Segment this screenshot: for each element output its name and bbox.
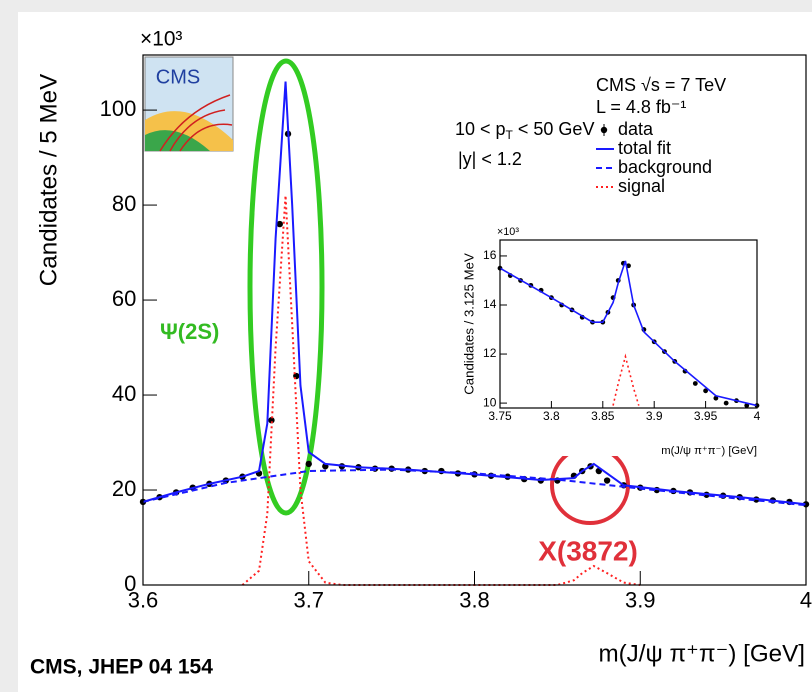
x-tick-label: 3.8: [459, 587, 490, 612]
y-tick-label: 20: [112, 476, 136, 501]
y-tick-label: 60: [112, 286, 136, 311]
plot-area: [139, 81, 810, 586]
data-point: [713, 395, 719, 401]
x-tick-label: 4: [754, 409, 761, 423]
y-tick-label: 0: [124, 571, 136, 596]
fit-curve: [241, 195, 641, 586]
fit-curve: [499, 260, 758, 407]
x-tick-label: 3.85: [591, 409, 615, 423]
psi-ellipse: [247, 58, 325, 516]
x-tick-label: 3.7: [293, 587, 324, 612]
cms-logo: CMS: [144, 56, 234, 152]
fit-curve: [612, 353, 640, 406]
inset-background: [452, 226, 767, 456]
multiplier: ×10³: [497, 226, 519, 238]
x3872-label: X(3872): [538, 535, 638, 566]
y-tick-label: 10: [483, 395, 497, 409]
logo-text: CMS: [156, 66, 200, 88]
y-tick-label: 14: [483, 297, 497, 311]
y-tick-label: 40: [112, 381, 136, 406]
y-axis-title: Candidates / 5 MeV: [35, 73, 62, 286]
y-tick-label: 80: [112, 191, 136, 216]
x-tick-label: 3.9: [646, 409, 663, 423]
x-tick-label: 3.9: [625, 587, 656, 612]
data-point: [603, 477, 611, 484]
x-tick-label: 3.75: [488, 409, 512, 423]
y-tick-label: 16: [483, 248, 497, 262]
data-point: [305, 460, 312, 468]
reference: CMS, JHEP 04 154: [30, 656, 213, 679]
pt-cut: 10 < pT < 50 GeV: [455, 119, 594, 142]
pt-cut-b: T: [506, 128, 514, 142]
legend-label: total fit: [618, 138, 671, 158]
pt-cut-a: 10 < p: [455, 119, 506, 139]
legend-label: signal: [618, 176, 665, 196]
data-point: [276, 220, 283, 228]
data-point: [723, 400, 729, 406]
x-axis-title: m(J/ψ π⁺π⁻) [GeV]: [661, 445, 757, 457]
y-cut: |y| < 1.2: [458, 149, 522, 169]
y-tick-label: 100: [100, 96, 137, 121]
x-tick-label: 3.95: [694, 409, 718, 423]
data-point: [703, 388, 708, 394]
legend-label: data: [618, 119, 654, 139]
legend-label: background: [618, 157, 712, 177]
fit-curve: [142, 468, 807, 507]
data-point: [268, 417, 275, 424]
plot-area: [497, 260, 760, 408]
x-tick-label: 4: [800, 587, 812, 612]
y-tick-label: 12: [483, 346, 497, 360]
y-axis-title: Candidates / 3.125 MeV: [461, 253, 476, 395]
luminosity: L = 4.8 fb⁻¹: [596, 97, 686, 117]
fit-curve: [142, 81, 807, 506]
psi-label: Ψ(2S): [160, 319, 219, 344]
x-tick-label: 3.6: [128, 587, 159, 612]
frame: [499, 239, 758, 409]
experiment: CMS √s = 7 TeV: [596, 75, 726, 95]
x-tick-label: 3.8: [543, 409, 560, 423]
multiplier: ×10³: [140, 28, 182, 51]
pt-cut-c: < 50 GeV: [513, 119, 595, 139]
data-point: [744, 403, 750, 408]
data-point: [692, 381, 698, 386]
x-axis-title: m(J/ψ π⁺π⁻) [GeV]: [598, 640, 805, 667]
